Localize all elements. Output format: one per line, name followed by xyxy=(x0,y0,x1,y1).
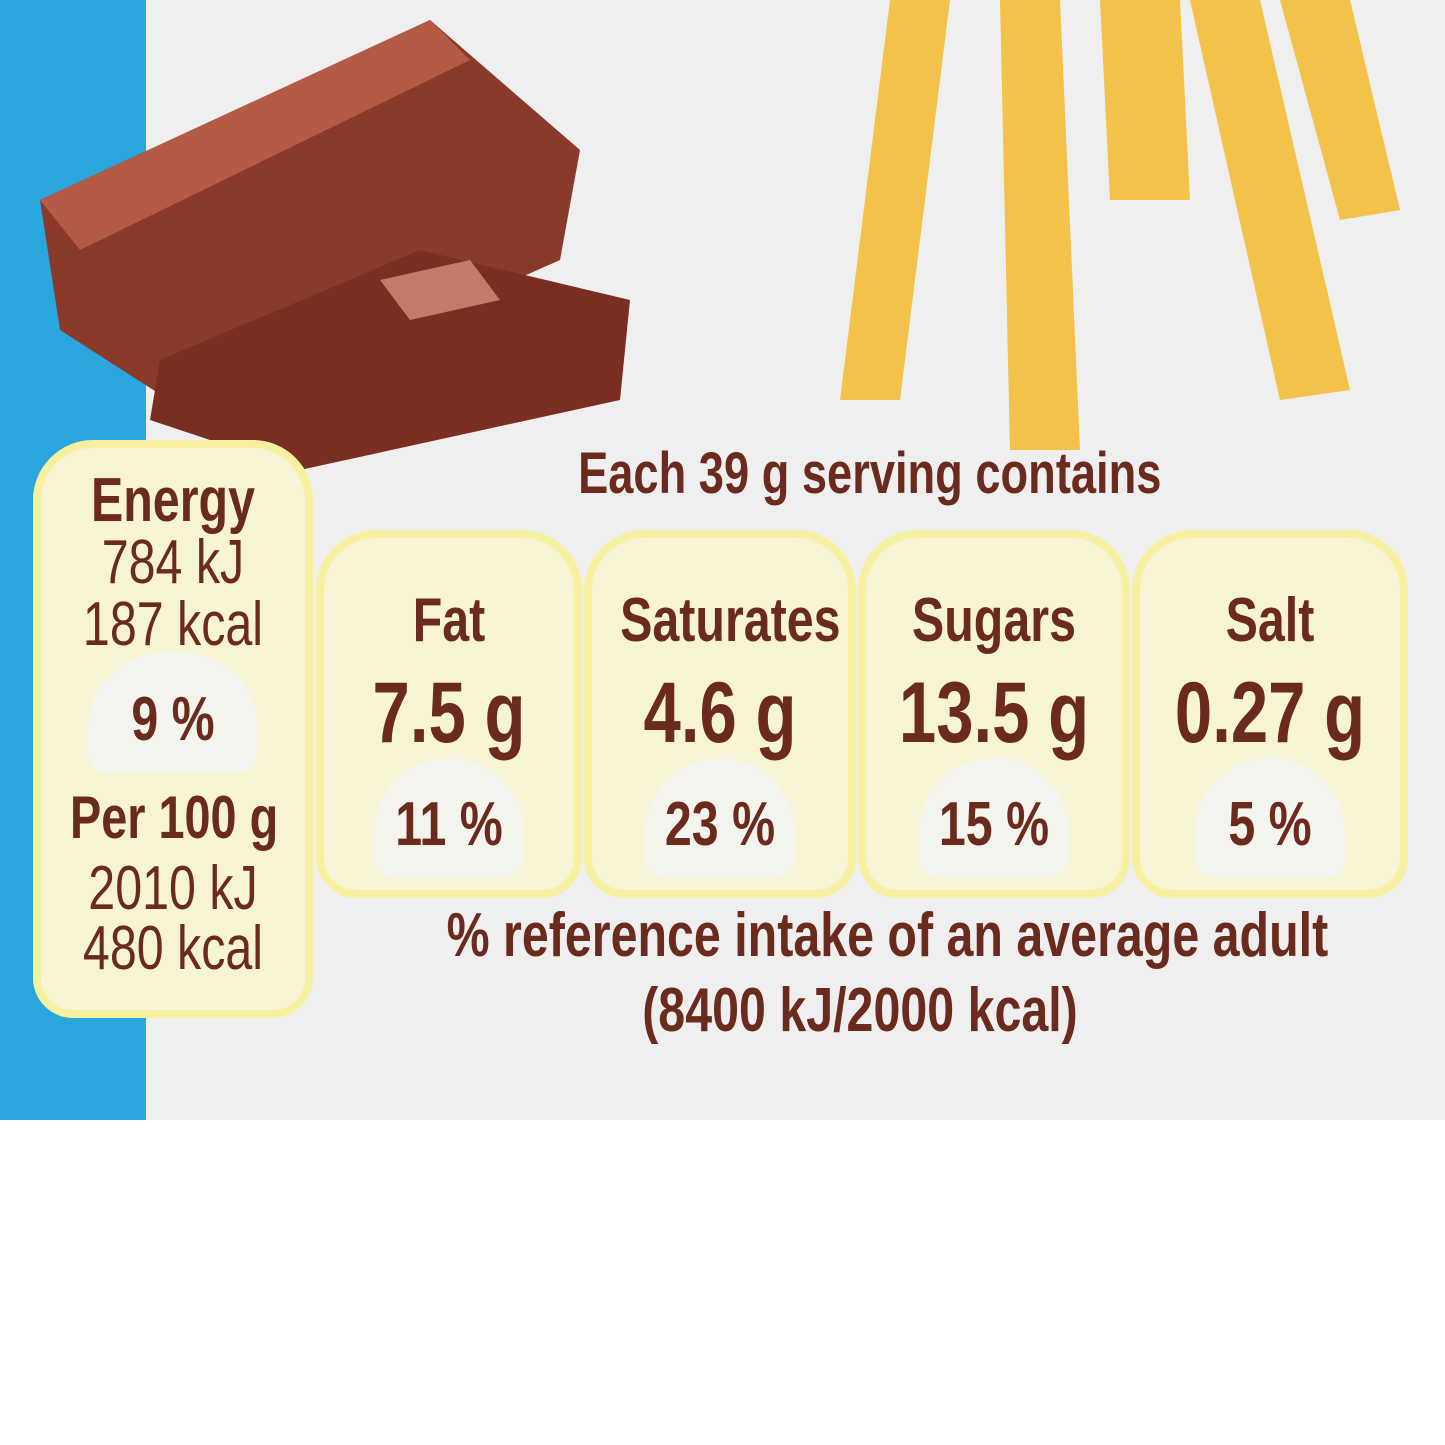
reference-intake-values: (8400 kJ/2000 kcal) xyxy=(642,976,1078,1045)
biscuit-sticks-image xyxy=(840,0,1400,450)
product-illustration xyxy=(40,0,1400,470)
nutrient-box-saturates: Saturates 4.6 g 23 % xyxy=(584,530,856,898)
energy-kj: 784 kJ xyxy=(101,528,245,597)
nutrient-box-fat: Fat 7.5 g 11 % xyxy=(316,530,582,898)
per100-kj: 2010 kJ xyxy=(88,854,258,923)
reference-intake-note: % reference intake of an average adult xyxy=(446,901,1329,970)
per100-kcal: 480 kcal xyxy=(82,914,264,983)
chocolate-bar-image xyxy=(40,20,630,470)
nutrient-box-sugars: Sugars 13.5 g 15 % xyxy=(858,530,1130,898)
nutrient-box-salt: Salt 0.27 g 5 % xyxy=(1132,530,1408,898)
serving-heading: Each 39 g serving contains xyxy=(578,441,1162,506)
per100-label: Per 100 g xyxy=(70,784,279,851)
energy-kcal: 187 kcal xyxy=(82,590,264,659)
energy-label: Energy xyxy=(91,466,255,535)
energy-ri: 9 % xyxy=(131,685,215,754)
energy-box: Energy 784 kJ 187 kcal 9 % Per 100 g 201… xyxy=(33,440,313,1018)
